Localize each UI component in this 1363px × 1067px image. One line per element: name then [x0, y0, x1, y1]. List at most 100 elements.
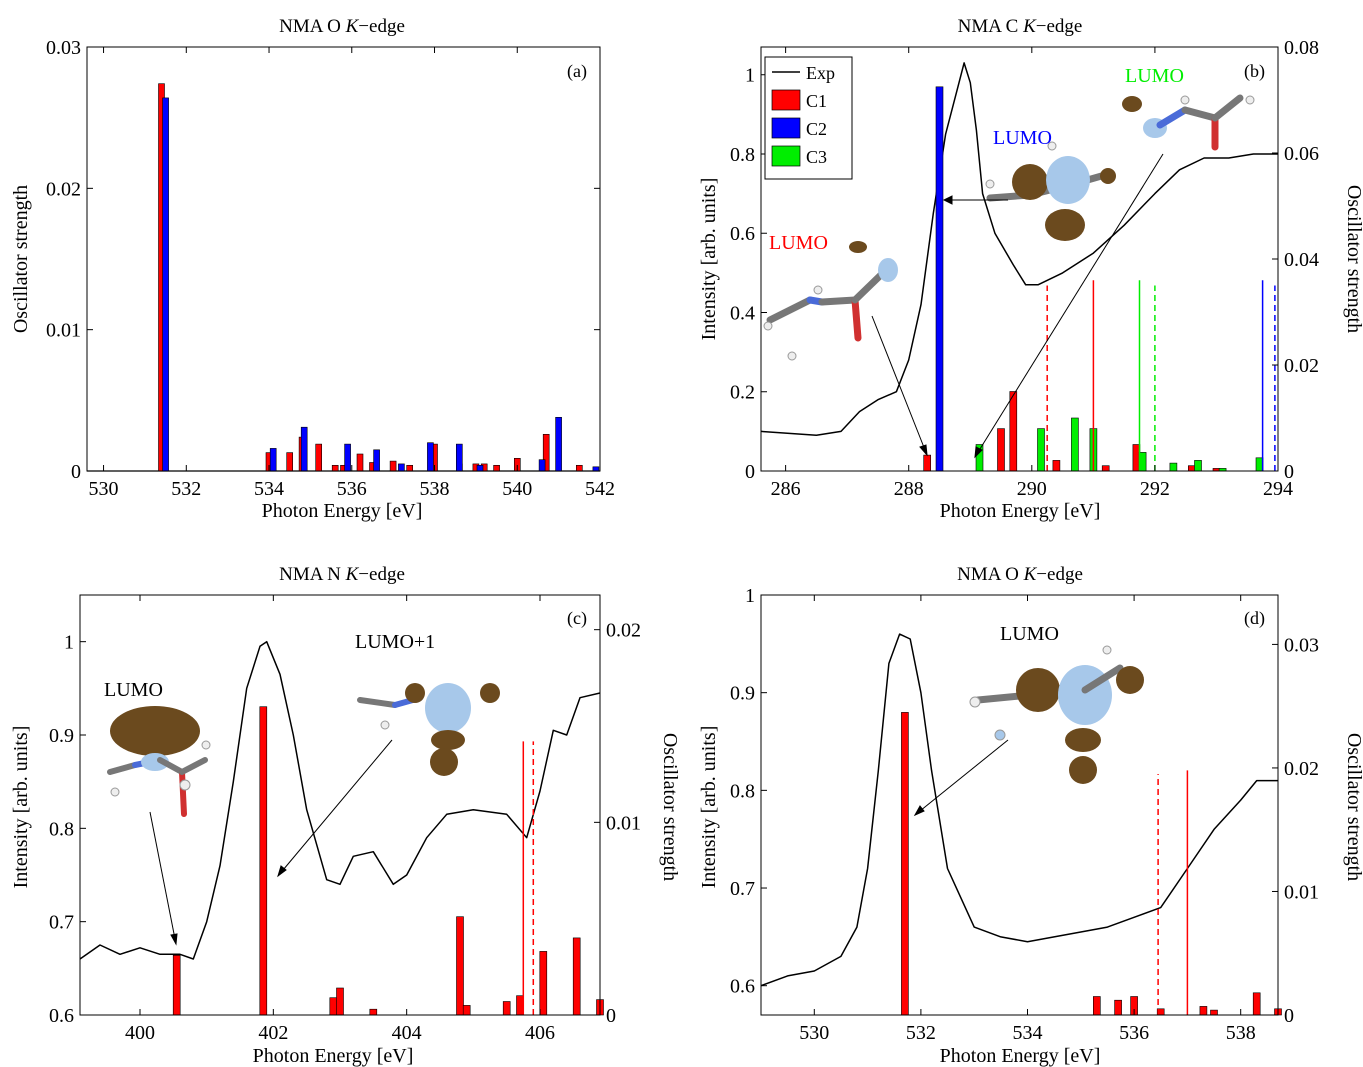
- y2tick-label-1: 0.02: [1284, 355, 1319, 377]
- panel-d-lumo-label: LUMO: [1000, 623, 1059, 645]
- exp-line: [760, 633, 1278, 987]
- ytick-label-5: 1: [745, 65, 755, 87]
- xtick-label-6: 542: [585, 478, 615, 500]
- panel-d-ticks: 530 532 534 536 538 0.6 0.7 0.8 0.9 1 0 0.01 0.02 0.0…: [730, 585, 1319, 1044]
- y2tick-label-1: 0.01: [606, 812, 641, 834]
- orbital-lobe: [1122, 96, 1142, 112]
- xtick-label-3: 292: [1140, 478, 1170, 500]
- panel-d-arrows: [913, 739, 1009, 817]
- bar-s0-2: [1009, 391, 1018, 472]
- xtick-label-4: 538: [420, 478, 450, 500]
- panel-c-molecule-lumo: [107, 706, 211, 817]
- ytick-label-0: 0.6: [730, 976, 755, 998]
- orbital-lobe: [1016, 668, 1060, 712]
- panel-d-frame: [760, 594, 1279, 1016]
- orbital-lobe: [405, 683, 425, 703]
- bar-s0-1: [997, 428, 1005, 472]
- orbital-lobe: [1045, 209, 1085, 241]
- ytick-label-1: 0.01: [46, 320, 81, 342]
- panel-c-arrows: [149, 739, 393, 946]
- panel-c-y2label: Oscillator strength: [659, 733, 681, 881]
- ytick-label-4: 1: [745, 585, 755, 607]
- orbital-lobe: [425, 683, 471, 733]
- bar-s2-2: [1071, 417, 1079, 472]
- panel-c: NMA N K−edge 400 402 404 406 0.6 0.7 0.8 0.9 1 0 0…: [10, 564, 681, 1067]
- xtick-label-2: 404: [392, 1022, 422, 1044]
- panel-a-frame: [86, 46, 601, 472]
- panel-c-lumo1-label: LUMO+1: [355, 631, 435, 653]
- ytick-label-2: 0.4: [730, 302, 755, 324]
- bar-s0-15: [493, 464, 500, 472]
- bar-s0-0: [923, 454, 932, 472]
- ytick-label-0: 0: [745, 461, 755, 483]
- bar-s0-9: [539, 951, 548, 1016]
- xtick-label-1: 532: [906, 1022, 936, 1044]
- orbital-lobe: [431, 730, 465, 750]
- xtick-label-3: 536: [337, 478, 367, 500]
- bar-s0-2: [329, 997, 338, 1016]
- exp-line: [760, 62, 1278, 437]
- bar-s0-7: [502, 1001, 511, 1016]
- panel-a-title: NMA O K−edge: [279, 16, 405, 37]
- panel-a-marks: [87, 83, 600, 472]
- panel-d-xlabel: Photon Energy [eV]: [940, 1045, 1101, 1067]
- legend-label-exp: Exp: [806, 63, 835, 83]
- bar-s1-8: [476, 464, 484, 472]
- xtick-label-0: 530: [89, 478, 119, 500]
- panel-c-molecule-lumo1: [357, 683, 500, 776]
- orbital-lobe: [1069, 756, 1097, 784]
- y2tick-label-2: 0.02: [606, 620, 641, 642]
- bar-s1-7: [455, 443, 463, 472]
- y2tick-label-0: 0: [1284, 1005, 1294, 1027]
- xtick-label-2: 534: [254, 478, 284, 500]
- bar-s1-5: [398, 463, 405, 472]
- panel-b-label: (b): [1244, 61, 1265, 82]
- bar-s1-0: [935, 86, 944, 472]
- legend-swatch-c2: [771, 117, 801, 139]
- panel-a-ticks: 530 532 534 536 538 540 542 0 0.01 0.02 0.03: [46, 37, 615, 500]
- panel-c-ticks: 400 402 404 406 0.6 0.7 0.8 0.9 1 0 0.01 0.02: [49, 595, 641, 1044]
- ytick-label-3: 0.9: [49, 725, 74, 747]
- bar-s0-4: [369, 1008, 378, 1016]
- bar-s0-2: [286, 452, 294, 472]
- panel-b-title: NMA C K−edge: [958, 16, 1083, 37]
- bar-s0-7: [1252, 992, 1261, 1016]
- bar-s0-10: [572, 937, 581, 1016]
- orbital-lobe: [878, 258, 898, 282]
- ytick-label-3: 0.03: [46, 37, 81, 59]
- ytick-label-1: 0.7: [49, 912, 74, 934]
- xtick-label-4: 538: [1226, 1022, 1256, 1044]
- legend-swatch-c3: [771, 145, 801, 167]
- panel-b-y2label: Oscillator strength: [1343, 185, 1363, 333]
- bar-s1-9: [538, 459, 546, 472]
- xtick-label-0: 286: [771, 478, 801, 500]
- xtick-label-1: 288: [894, 478, 924, 500]
- panel-d-marks: [760, 633, 1282, 1016]
- panel-d: NMA O K−edge 530 532 534 536 538 0.6 0.7 0.8 0.9…: [698, 564, 1363, 1067]
- xtick-label-4: 294: [1263, 478, 1293, 500]
- bar-s0-5: [456, 916, 464, 1016]
- bar-s0-1: [259, 706, 268, 1016]
- bar-s0-4: [315, 443, 323, 472]
- orbital-lobe: [1116, 666, 1144, 694]
- legend-label-c3: C3: [806, 147, 827, 167]
- xtick-label-5: 540: [502, 478, 532, 500]
- orbital-lobe: [1012, 164, 1048, 200]
- panel-c-ylabel: Intensity [arb. units]: [10, 726, 32, 889]
- panel-b-ylabel: Intensity [arb. units]: [698, 178, 720, 341]
- y2tick-label-1: 0.01: [1284, 881, 1319, 903]
- ytick-label-0: 0.6: [49, 1005, 74, 1027]
- y2tick-label-4: 0.08: [1284, 37, 1319, 59]
- orbital-lobe: [141, 753, 169, 771]
- panel-d-label: (d): [1244, 608, 1265, 629]
- orbital-lobe: [849, 241, 867, 253]
- bar-s0-8: [516, 995, 524, 1016]
- xtick-label-3: 536: [1119, 1022, 1149, 1044]
- ytick-label-1: 0.2: [730, 382, 755, 404]
- xtick-label-2: 290: [1017, 478, 1047, 500]
- panel-a: NMA O K−edge 530 532 534 536 538 540 542 0 0.01 0…: [10, 16, 615, 522]
- bar-s1-4: [373, 449, 380, 472]
- y2tick-label-0: 0: [606, 1005, 616, 1027]
- panel-a-label: (a): [567, 61, 587, 82]
- ytick-label-2: 0.8: [730, 780, 755, 802]
